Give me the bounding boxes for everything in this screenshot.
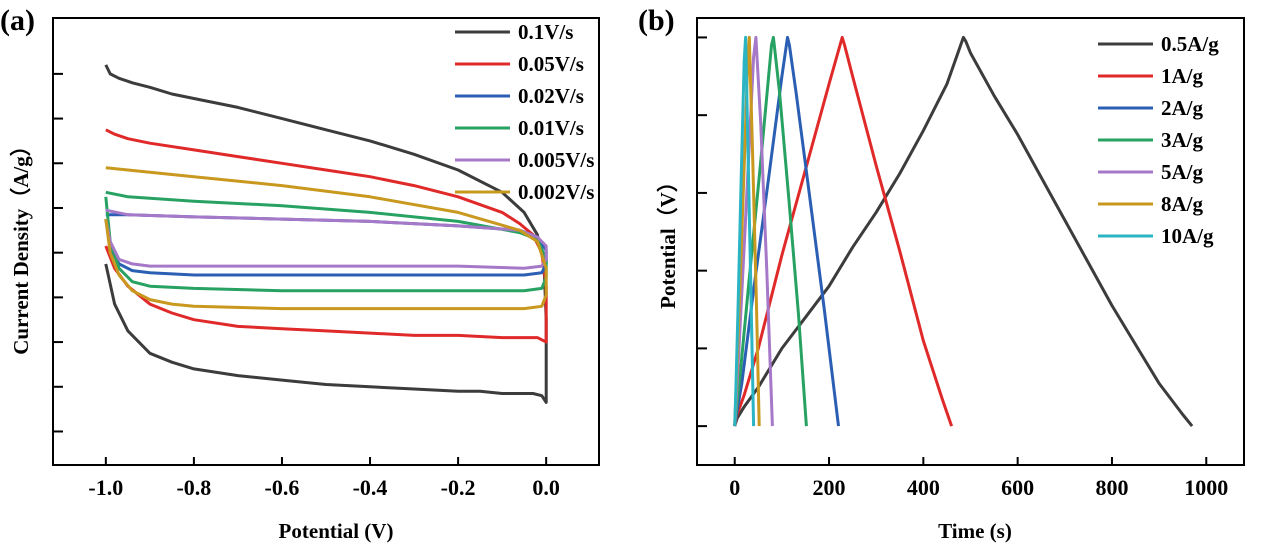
legend-label: 1A/g [1161, 64, 1204, 88]
series-line-2A/g [733, 35, 840, 427]
panel-a-y-ticks [53, 72, 63, 433]
legend-label: 0.5A/g [1161, 32, 1219, 56]
panel-a-curves [104, 64, 548, 404]
x-tick-label: -0.4 [353, 475, 388, 500]
series-line-1A/g [733, 35, 954, 427]
series-line-0.5A/g [733, 35, 1194, 428]
legend-label: 2A/g [1161, 96, 1204, 120]
series-line-0.01V/s [104, 190, 548, 293]
panel-b-x-ticks: 0 200 400 600 800 1000 [729, 457, 1228, 500]
panel-a: (a) -1.0 -0.8 -0.6 -0.4 -0.2 0.0 0.1V/s 0.05V/… [0, 4, 600, 543]
panel-b-label: (b) [638, 4, 675, 37]
legend-label: 5A/g [1161, 160, 1204, 184]
panel-b-curves [733, 35, 1194, 428]
x-tick-label: 0 [729, 475, 740, 500]
x-tick-label: 800 [1095, 475, 1128, 500]
series-line-0.05V/s [104, 128, 548, 344]
panel-b-legend: 0.5A/g 1A/g 2A/g 3A/g 5A/g 8A/g 10A/g [1098, 32, 1219, 248]
legend-label: 3A/g [1161, 128, 1204, 152]
x-tick-label: -1.0 [88, 475, 123, 500]
series-line-0.002V/s [104, 166, 548, 311]
legend-label: 0.005V/s [518, 148, 594, 172]
panel-a-y-axis-title: Current Density（A/g） [9, 135, 33, 355]
legend-label: 0.1V/s [518, 20, 573, 44]
legend-label: 0.02V/s [518, 84, 584, 108]
panel-b-x-axis-title: Time (s) [938, 519, 1012, 543]
legend-label: 10A/g [1161, 224, 1214, 248]
series-line-0.1V/s [104, 64, 548, 404]
legend-label: 8A/g [1161, 192, 1204, 216]
legend-label: 0.002V/s [518, 180, 594, 204]
x-tick-label: 400 [907, 475, 940, 500]
x-tick-label: -0.6 [265, 475, 300, 500]
x-tick-label: 200 [813, 475, 846, 500]
panel-a-x-axis-title: Potential (V) [279, 519, 394, 543]
panel-b: (b) 0 200 400 600 800 1000 0.5A/g 1A/g 2A/g 3A/g… [638, 4, 1245, 543]
panel-b-y-ticks [697, 36, 707, 428]
panel-a-frame [52, 17, 600, 466]
x-tick-label: -0.2 [441, 475, 476, 500]
x-tick-label: 1000 [1184, 475, 1228, 500]
panel-b-y-axis-title: Potential（V） [656, 171, 680, 309]
legend-label: 0.05V/s [518, 52, 584, 76]
x-tick-label: -0.8 [176, 475, 211, 500]
series-line-0.005V/s [104, 208, 548, 270]
panel-a-legend: 0.1V/s 0.05V/s 0.02V/s 0.01V/s 0.005V/s 0.002… [455, 20, 594, 204]
x-tick-label: 600 [1001, 475, 1034, 500]
panel-b-frame [696, 17, 1245, 466]
x-tick-label: 0.0 [532, 475, 560, 500]
series-line-3A/g [733, 35, 808, 427]
legend-label: 0.01V/s [518, 116, 584, 140]
panel-a-label: (a) [0, 4, 35, 37]
panel-a-x-ticks: -1.0 -0.8 -0.6 -0.4 -0.2 0.0 [88, 457, 560, 500]
series-line-10A/g [733, 35, 756, 427]
